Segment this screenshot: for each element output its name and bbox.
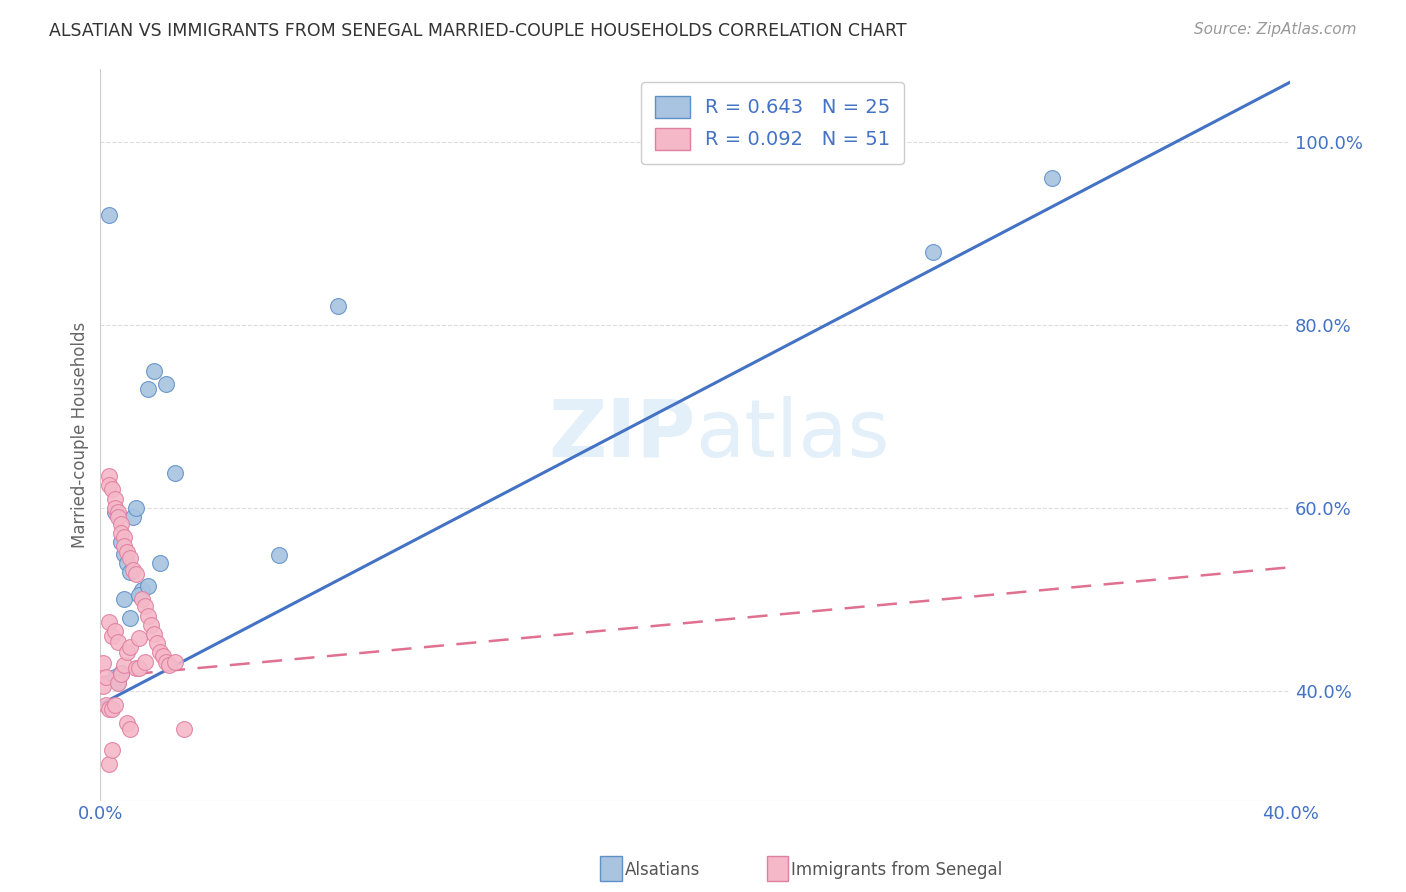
Point (125, 661, 148, 675)
Point (120, 723, 142, 737)
Point (146, 636, 169, 650)
Point (110, 667, 132, 681)
Point (96, 670, 118, 684)
Point (120, 565, 142, 579)
Point (125, 566, 148, 581)
Point (101, 702, 124, 716)
Point (328, 300, 350, 314)
Point (120, 551, 142, 566)
Point (104, 505, 127, 519)
Point (98, 615, 121, 629)
Point (155, 377, 177, 392)
Point (110, 526, 132, 541)
Text: Immigrants from Senegal: Immigrants from Senegal (792, 861, 1002, 879)
Point (98, 208, 121, 222)
Text: ZIP: ZIP (548, 395, 695, 474)
Point (104, 670, 127, 684)
Point (98, 468, 121, 483)
Y-axis label: Married-couple Households: Married-couple Households (72, 321, 89, 548)
Point (157, 658, 180, 673)
Point (110, 517, 132, 532)
Point (98, 757, 121, 772)
Point (142, 363, 165, 377)
Point (101, 629, 124, 643)
Point (107, 505, 129, 519)
Point (139, 618, 162, 632)
Point (96, 698, 118, 712)
Point (91, 679, 114, 693)
Point (149, 645, 172, 659)
Point (134, 599, 156, 613)
Point (173, 723, 195, 737)
Point (112, 547, 135, 561)
Point (101, 483, 124, 497)
Point (149, 556, 172, 570)
Point (128, 631, 150, 645)
Point (115, 715, 138, 730)
Point (131, 583, 153, 598)
Point (112, 530, 135, 544)
Point (107, 676, 129, 690)
Point (128, 661, 150, 675)
Point (104, 624, 127, 639)
Point (98, 478, 121, 492)
Point (922, 244, 945, 259)
Point (152, 648, 174, 663)
Legend: R = 0.643   N = 25, R = 0.092   N = 51: R = 0.643 N = 25, R = 0.092 N = 51 (641, 82, 904, 164)
Point (163, 466, 186, 480)
Point (120, 610, 142, 624)
Point (136, 578, 159, 592)
Point (163, 655, 186, 669)
Point (128, 588, 150, 602)
Text: Alsatians: Alsatians (624, 861, 700, 879)
Text: Source: ZipAtlas.com: Source: ZipAtlas.com (1194, 22, 1357, 37)
Point (107, 674, 129, 689)
Point (125, 500, 148, 515)
Point (112, 658, 135, 673)
Point (101, 743, 124, 757)
Point (155, 655, 177, 669)
Text: atlas: atlas (695, 395, 890, 474)
Point (267, 549, 290, 563)
Point (112, 539, 135, 553)
Point (104, 698, 127, 712)
Point (107, 510, 129, 524)
Point (122, 563, 145, 577)
Point (107, 635, 129, 649)
Point (115, 556, 138, 570)
Point (131, 592, 153, 607)
Point (120, 640, 142, 654)
Point (104, 491, 127, 506)
Point (115, 645, 138, 659)
Point (122, 510, 145, 524)
Point (110, 534, 132, 549)
Point (98, 702, 121, 716)
Point (91, 657, 114, 671)
Point (110, 665, 132, 680)
Point (136, 608, 159, 623)
Text: ALSATIAN VS IMMIGRANTS FROM SENEGAL MARRIED-COUPLE HOUSEHOLDS CORRELATION CHART: ALSATIAN VS IMMIGRANTS FROM SENEGAL MARR… (49, 22, 907, 40)
Point (112, 592, 135, 607)
Point (104, 500, 127, 515)
Point (134, 655, 156, 669)
Point (115, 545, 138, 559)
Point (136, 382, 159, 396)
Point (142, 627, 165, 641)
Point (1040, 171, 1063, 186)
